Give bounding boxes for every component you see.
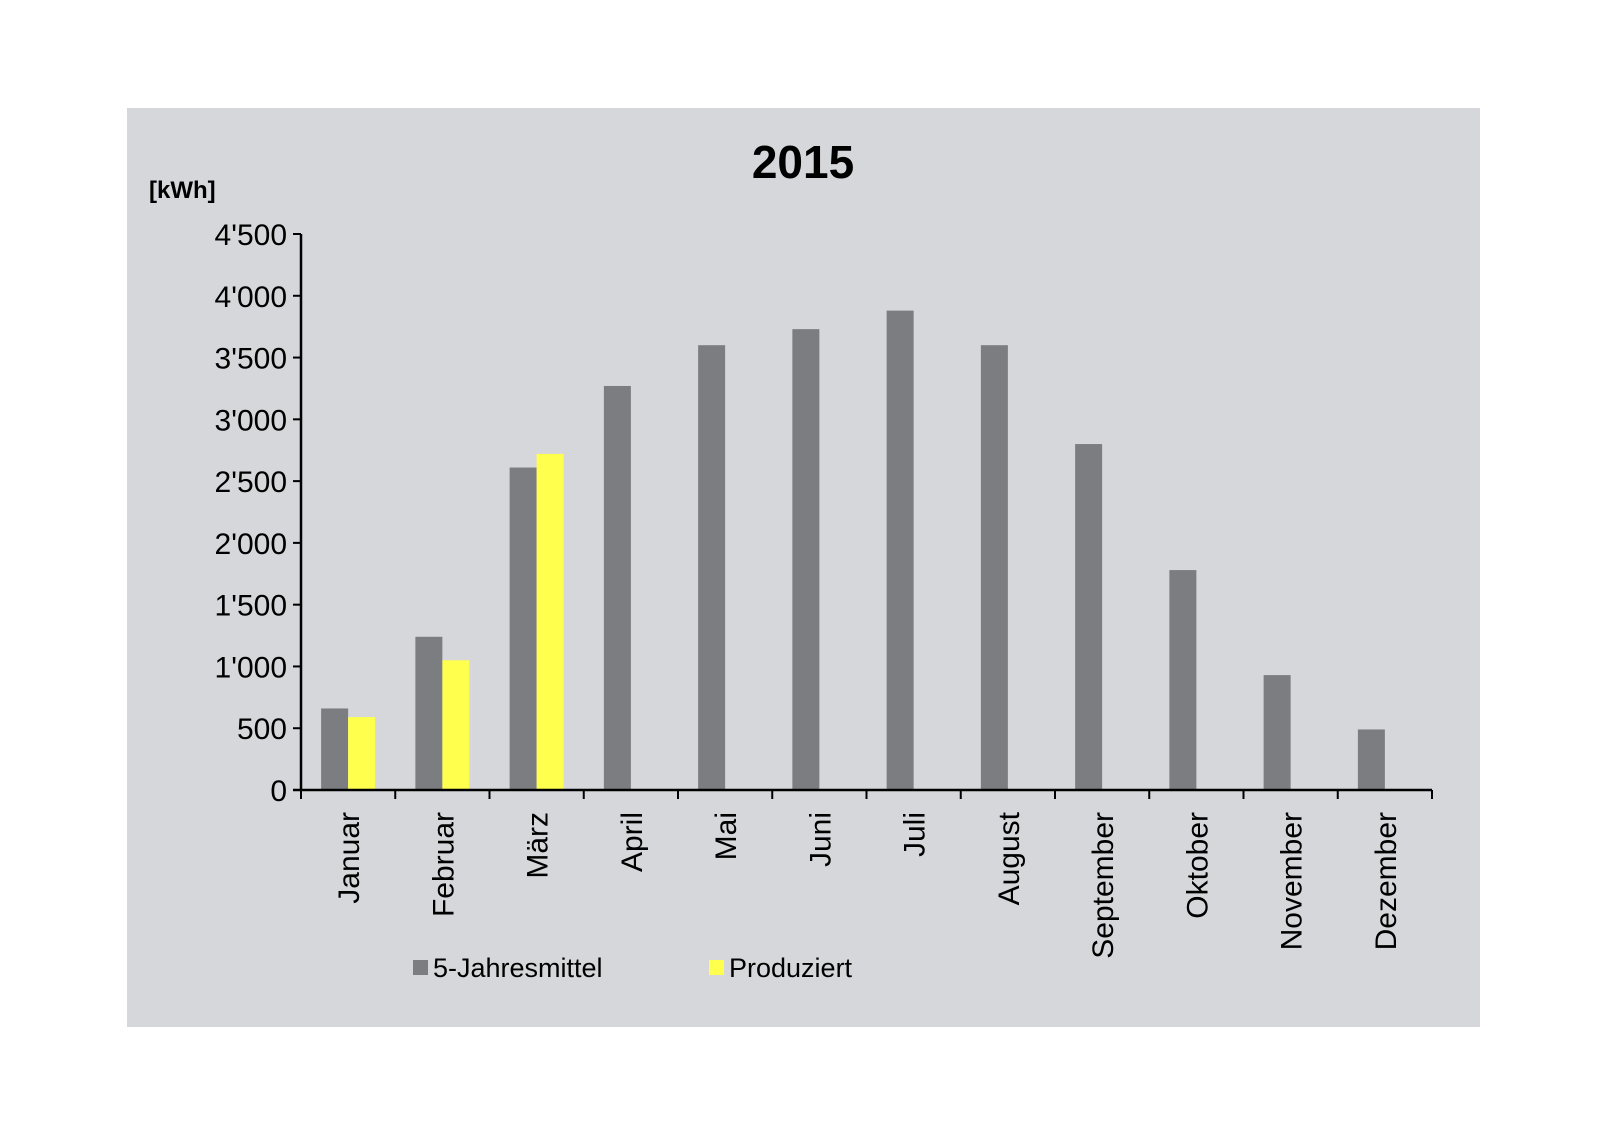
bar-jahresmittel-6 xyxy=(792,329,820,790)
legend-label: 5-Jahresmittel xyxy=(433,953,603,983)
y-axis-unit-label: [kWh] xyxy=(149,177,216,204)
bar-jahresmittel-10 xyxy=(1169,570,1197,790)
bar-jahresmittel-2 xyxy=(415,636,443,790)
legend-label: Produziert xyxy=(729,953,853,983)
x-category-label: Dezember xyxy=(1370,812,1403,950)
y-tick-label: 1'500 xyxy=(215,590,287,623)
bar-chart: 2015 [kWh] 0 500 1'000 1'500 2'000 2'500 3'000… xyxy=(127,108,1480,1027)
axes xyxy=(293,234,1433,799)
x-axis-labels: Januar Februar März April Mai Juni Juli August S… xyxy=(333,811,1403,958)
bars xyxy=(321,310,1385,790)
x-category-label: Oktober xyxy=(1181,812,1214,919)
legend-swatch xyxy=(709,960,724,975)
x-category-label: Mai xyxy=(710,812,743,860)
y-tick-label: 3'000 xyxy=(215,404,287,437)
x-category-label: September xyxy=(1087,812,1120,959)
bar-jahresmittel-5 xyxy=(698,345,726,790)
bar-produziert-1 xyxy=(348,717,376,790)
y-tick-label: 1'000 xyxy=(215,651,287,684)
bar-jahresmittel-12 xyxy=(1357,729,1385,790)
bar-jahresmittel-4 xyxy=(603,385,631,790)
x-category-label: März xyxy=(522,812,555,879)
y-tick-label: 4'500 xyxy=(215,219,287,252)
bar-jahresmittel-9 xyxy=(1075,444,1103,790)
bar-jahresmittel-1 xyxy=(321,708,349,790)
bar-jahresmittel-8 xyxy=(980,345,1008,790)
y-tick-label: 0 xyxy=(270,775,287,808)
x-category-label: Juli xyxy=(899,812,932,857)
x-category-label: November xyxy=(1276,812,1309,950)
y-tick-label: 4'000 xyxy=(215,281,287,314)
x-category-label: April xyxy=(616,812,649,872)
x-category-label: Juni xyxy=(804,812,837,867)
chart-panel: 2015 [kWh] 0 500 1'000 1'500 2'000 2'500 3'000… xyxy=(127,108,1480,1027)
bar-produziert-2 xyxy=(442,660,470,790)
bar-produziert-3 xyxy=(536,453,564,790)
y-axis-ticks: 0 500 1'000 1'500 2'000 2'500 3'000 3'500 4'000 4… xyxy=(215,219,301,808)
chart-title: 2015 xyxy=(752,136,854,188)
bar-jahresmittel-7 xyxy=(886,310,914,790)
x-category-label: Februar xyxy=(427,812,460,917)
bar-jahresmittel-3 xyxy=(509,467,537,790)
x-category-label: Januar xyxy=(333,812,366,904)
x-category-label: August xyxy=(993,811,1026,905)
y-tick-label: 500 xyxy=(237,713,287,746)
y-tick-label: 3'500 xyxy=(215,343,287,376)
y-tick-label: 2'000 xyxy=(215,528,287,561)
y-tick-label: 2'500 xyxy=(215,466,287,499)
legend: 5-Jahresmittel Produziert xyxy=(413,953,853,983)
bar-jahresmittel-11 xyxy=(1263,675,1291,790)
legend-swatch xyxy=(413,960,428,975)
